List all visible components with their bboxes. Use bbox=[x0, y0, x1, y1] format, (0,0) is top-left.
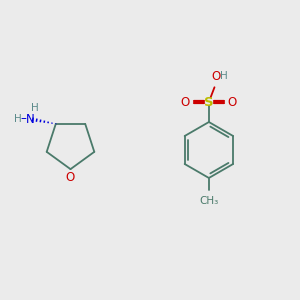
Text: S: S bbox=[204, 95, 214, 109]
Text: CH₃: CH₃ bbox=[199, 196, 218, 206]
Text: O: O bbox=[211, 70, 220, 83]
Text: –: – bbox=[20, 112, 26, 125]
Text: H: H bbox=[31, 103, 39, 113]
Text: H: H bbox=[14, 114, 21, 124]
Text: O: O bbox=[228, 95, 237, 109]
Text: O: O bbox=[66, 172, 75, 184]
Text: O: O bbox=[181, 95, 190, 109]
Text: N: N bbox=[26, 113, 35, 126]
Text: H: H bbox=[220, 70, 228, 80]
